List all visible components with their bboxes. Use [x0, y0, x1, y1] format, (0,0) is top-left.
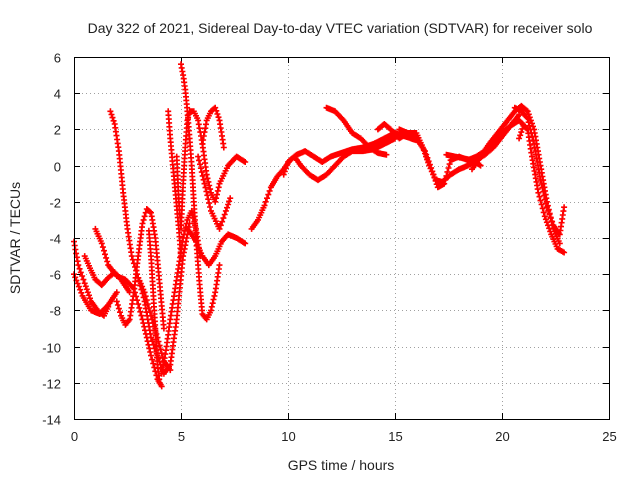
- y-tick-label: -6: [49, 268, 61, 283]
- y-tick-label: 6: [54, 51, 61, 66]
- y-tick-label: -12: [42, 377, 61, 392]
- data-marker-arc: [516, 122, 568, 256]
- x-axis-label: GPS time / hours: [288, 457, 395, 473]
- x-tick-label: 20: [495, 429, 509, 444]
- data-marker-arc: [195, 153, 234, 232]
- y-tick-label: -4: [49, 232, 61, 247]
- series-arc-14: [195, 153, 234, 232]
- plot-frame: [74, 57, 610, 420]
- series-arc-08: [135, 220, 193, 377]
- x-tick-label: 15: [388, 429, 402, 444]
- y-tick-label: -14: [42, 413, 61, 428]
- y-tick-label: 2: [54, 123, 61, 138]
- data-marker-arc: [374, 111, 523, 185]
- data-marker-arc: [113, 206, 167, 332]
- x-tick-label: 25: [602, 429, 616, 444]
- series-arc-13: [184, 225, 249, 269]
- data-points: [71, 61, 568, 390]
- series-arc-16: [248, 130, 420, 232]
- data-marker-arc: [135, 220, 193, 377]
- y-tick-label: -10: [42, 341, 61, 356]
- data-marker-arc: [511, 104, 568, 238]
- series-arc-18: [323, 104, 390, 158]
- x-tick-label: 5: [178, 429, 185, 444]
- y-tick-label: -8: [49, 304, 61, 319]
- y-axis-label: SDTVAR / TECUs: [7, 182, 23, 294]
- y-tick-label: 4: [54, 87, 61, 102]
- x-tick-label: 10: [281, 429, 295, 444]
- y-tick-label: 0: [54, 160, 61, 175]
- data-marker-arc: [323, 104, 390, 158]
- series-arc-20: [396, 117, 531, 191]
- series-arc-24: [516, 122, 568, 256]
- data-marker-arc: [184, 225, 249, 269]
- series-arc-15: [199, 104, 227, 151]
- data-marker-arc: [199, 104, 227, 151]
- y-tick-label: -2: [49, 196, 61, 211]
- series-arc-23: [511, 104, 568, 238]
- series-arc-06: [113, 206, 167, 332]
- data-marker-arc: [248, 130, 420, 232]
- chart-title: Day 322 of 2021, Sidereal Day-to-day VTE…: [88, 20, 593, 36]
- x-tick-label: 0: [71, 429, 78, 444]
- series-arc-19: [374, 111, 523, 185]
- data-marker-arc: [396, 117, 531, 191]
